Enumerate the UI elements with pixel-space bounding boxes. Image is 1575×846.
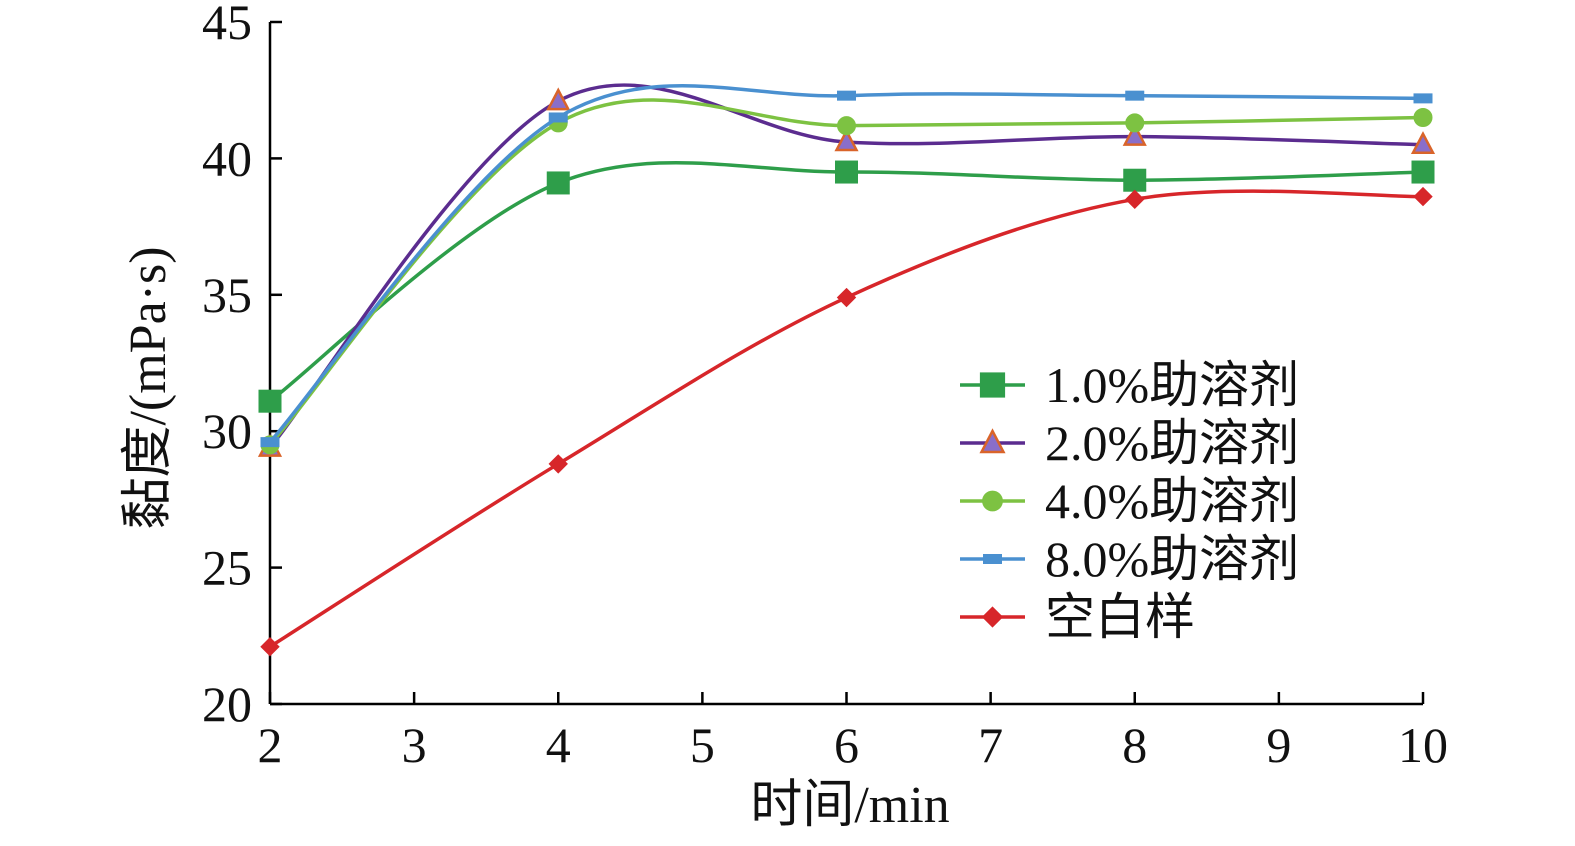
y-tick-label: 20 (202, 676, 252, 732)
x-tick-label: 6 (834, 717, 859, 773)
x-tick-label: 3 (402, 717, 427, 773)
legend-item-1: 2.0%助溶剂 (960, 415, 1299, 471)
data-point-4-1 (548, 454, 568, 474)
legend-label: 1.0%助溶剂 (1045, 357, 1299, 413)
x-tick-label: 2 (258, 717, 283, 773)
x-tick-label: 9 (1266, 717, 1291, 773)
series-line-3 (268, 84, 1425, 444)
data-point-1-3 (1122, 122, 1147, 146)
series (257, 83, 1436, 657)
x-tick-label: 8 (1122, 717, 1147, 773)
data-point-0-3 (1123, 168, 1147, 192)
data-point-3-0 (260, 437, 280, 448)
y-axis-title: 黏度/(mPa·s) (120, 246, 177, 529)
legend-label: 空白样 (1045, 589, 1195, 645)
legend-marker (981, 606, 1004, 628)
legend-marker (979, 428, 1006, 454)
series-0 (258, 160, 1435, 413)
y-tick-label: 40 (202, 130, 252, 186)
data-point-3-4 (1413, 93, 1433, 104)
data-point-2-2 (837, 116, 856, 136)
series-4 (260, 186, 1433, 657)
legend-marker (982, 490, 1003, 512)
data-point-4-2 (836, 287, 857, 308)
data-point-4-3 (1125, 189, 1145, 210)
legend-label: 2.0%助溶剂 (1045, 415, 1299, 471)
series-3 (260, 84, 1433, 448)
legend-marker (979, 372, 1006, 398)
data-point-3-1 (548, 112, 568, 123)
y-tick-label: 45 (202, 0, 252, 50)
legend-item-0: 1.0%助溶剂 (960, 357, 1299, 413)
series-line-1 (268, 83, 1425, 450)
x-tick-label: 10 (1398, 717, 1448, 773)
data-point-4-4 (1413, 186, 1433, 207)
legend-item-3: 8.0%助溶剂 (960, 531, 1299, 587)
legend-item-2: 4.0%助溶剂 (960, 473, 1299, 529)
y-tick-label: 35 (202, 267, 252, 323)
legend-item-4: 空白样 (960, 589, 1195, 645)
data-point-0-0 (258, 389, 282, 413)
data-point-4-0 (260, 637, 280, 657)
y-tick-label: 30 (202, 403, 252, 459)
y-tick-label: 25 (202, 540, 252, 596)
x-tick-label: 7 (978, 717, 1003, 773)
data-point-1-1 (546, 87, 571, 111)
data-point-0-2 (835, 160, 858, 184)
data-point-0-1 (546, 171, 570, 195)
legend-label: 8.0%助溶剂 (1045, 531, 1299, 587)
data-point-1-2 (834, 128, 859, 152)
data-point-0-4 (1411, 160, 1435, 184)
legend-label: 4.0%助溶剂 (1045, 473, 1299, 529)
legend-marker (983, 554, 1002, 564)
data-point-3-3 (1125, 90, 1145, 101)
x-axis-title: 时间/min (750, 777, 949, 834)
data-point-3-2 (837, 90, 856, 101)
data-point-2-3 (1125, 113, 1145, 133)
x-tick-label: 5 (690, 717, 715, 773)
series-line-0 (268, 161, 1425, 403)
data-point-2-4 (1413, 107, 1433, 127)
x-tick-label: 4 (546, 717, 571, 773)
data-point-1-4 (1410, 131, 1436, 155)
